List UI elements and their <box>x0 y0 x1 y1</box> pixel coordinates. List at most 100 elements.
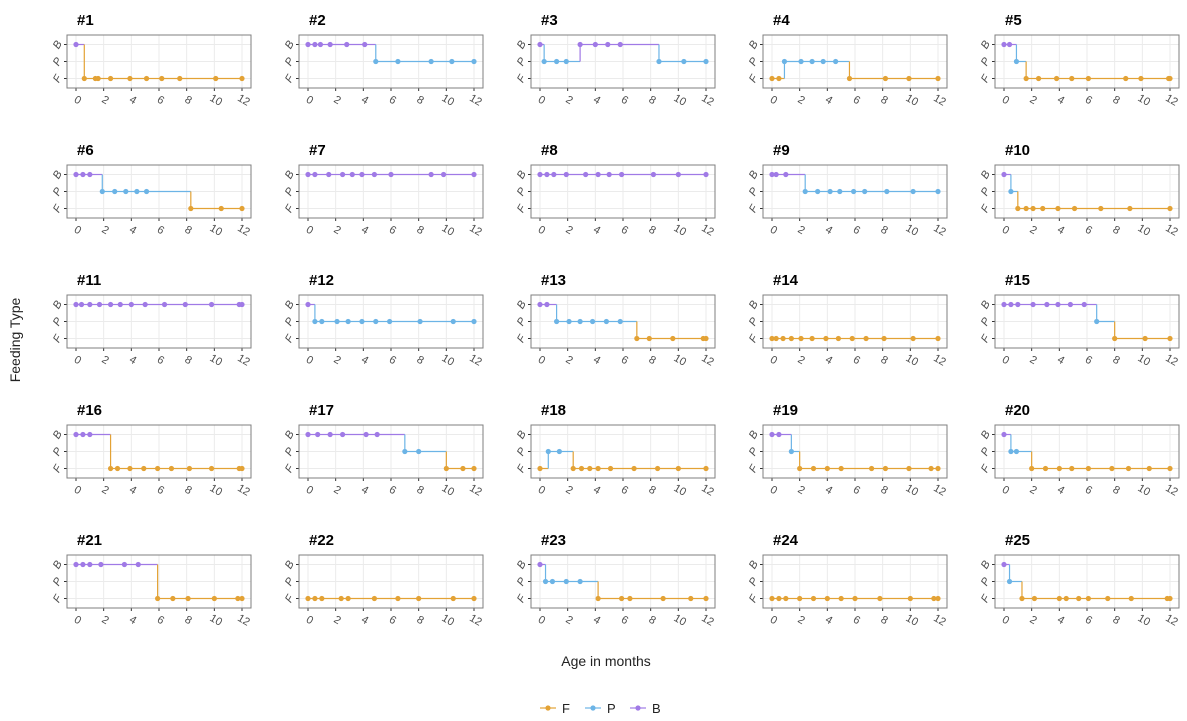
data-point <box>155 596 160 601</box>
data-point <box>87 172 92 177</box>
data-point <box>542 59 547 64</box>
data-point <box>839 596 844 601</box>
x-tick-label: 12 <box>699 92 716 109</box>
x-tick-label: 12 <box>931 92 948 109</box>
y-tick-label: F <box>515 592 529 605</box>
panel-title: #12 <box>309 272 334 289</box>
data-point <box>187 466 192 471</box>
data-point <box>1086 466 1091 471</box>
data-point <box>827 189 832 194</box>
panel-title: #10 <box>1005 142 1030 159</box>
data-point <box>127 76 132 81</box>
data-point <box>607 172 612 177</box>
x-tick-label: 0 <box>304 354 315 367</box>
data-point <box>319 319 324 324</box>
data-point <box>798 59 803 64</box>
data-point <box>821 59 826 64</box>
data-point <box>328 42 333 47</box>
data-point <box>836 336 841 341</box>
y-tick-label: P <box>515 315 529 328</box>
data-point <box>1036 76 1041 81</box>
x-tick-label: 12 <box>467 482 484 499</box>
data-point <box>444 466 449 471</box>
data-point <box>839 466 844 471</box>
data-point <box>429 59 434 64</box>
x-tick-label: 4 <box>1055 354 1066 367</box>
y-tick-label: P <box>979 185 993 198</box>
x-tick-label: 6 <box>619 94 630 107</box>
data-point <box>537 302 542 307</box>
x-tick-label: 8 <box>1111 354 1122 367</box>
panel-title: #13 <box>541 272 566 289</box>
data-point <box>537 562 542 567</box>
y-tick-label: B <box>283 559 297 571</box>
data-point <box>605 42 610 47</box>
x-tick-label: 8 <box>415 614 426 627</box>
data-point <box>810 59 815 64</box>
x-tick-label: 4 <box>823 484 834 497</box>
data-point <box>1015 302 1020 307</box>
x-tick-label: 12 <box>1163 612 1180 629</box>
data-point <box>676 172 681 177</box>
data-point <box>783 172 788 177</box>
data-point <box>883 466 888 471</box>
data-point <box>906 466 911 471</box>
x-tick-label: 4 <box>127 614 138 627</box>
data-point <box>578 319 583 324</box>
data-point <box>1030 302 1035 307</box>
x-tick-label: 8 <box>415 224 426 237</box>
y-tick-label: P <box>747 55 761 68</box>
x-tick-label: 8 <box>415 354 426 367</box>
x-tick-label: 6 <box>155 354 166 367</box>
x-tick-label: 12 <box>1163 482 1180 499</box>
x-tick-label: 10 <box>672 482 689 499</box>
x-tick-label: 4 <box>127 224 138 237</box>
data-point <box>703 59 708 64</box>
panel-title: #17 <box>309 402 334 419</box>
data-point <box>837 189 842 194</box>
data-point <box>372 596 377 601</box>
data-point <box>134 189 139 194</box>
x-tick-label: 12 <box>467 222 484 239</box>
x-tick-label: 6 <box>619 614 630 627</box>
x-tick-label: 4 <box>823 354 834 367</box>
data-point <box>460 466 465 471</box>
y-tick-label: B <box>515 39 529 51</box>
x-tick-label: 6 <box>619 484 630 497</box>
data-point <box>604 319 609 324</box>
data-point <box>774 172 779 177</box>
data-point <box>1001 172 1006 177</box>
data-point <box>1069 76 1074 81</box>
data-point <box>312 596 317 601</box>
x-tick-label: 2 <box>796 614 807 627</box>
data-point <box>1057 466 1062 471</box>
data-point <box>359 172 364 177</box>
data-point <box>372 172 377 177</box>
data-point <box>595 596 600 601</box>
data-point <box>340 172 345 177</box>
data-point <box>703 172 708 177</box>
x-tick-label: 2 <box>332 614 343 627</box>
data-point <box>239 76 244 81</box>
data-point <box>108 466 113 471</box>
data-point <box>441 172 446 177</box>
data-point <box>115 466 120 471</box>
data-point <box>935 466 940 471</box>
data-point <box>239 302 244 307</box>
x-tick-label: 4 <box>823 224 834 237</box>
data-point <box>908 596 913 601</box>
x-tick-label: 0 <box>72 354 83 367</box>
x-tick-label: 0 <box>1000 354 1011 367</box>
y-tick-label: P <box>283 575 297 588</box>
data-point <box>1167 336 1172 341</box>
data-point <box>928 466 933 471</box>
y-tick-label: F <box>747 202 761 215</box>
data-point <box>1001 432 1006 437</box>
x-tick-label: 6 <box>851 354 862 367</box>
data-point <box>1123 76 1128 81</box>
panel-title: #23 <box>541 532 566 549</box>
data-point <box>769 432 774 437</box>
data-point <box>451 319 456 324</box>
y-tick-label: B <box>979 169 993 181</box>
y-tick-label: B <box>747 559 761 571</box>
